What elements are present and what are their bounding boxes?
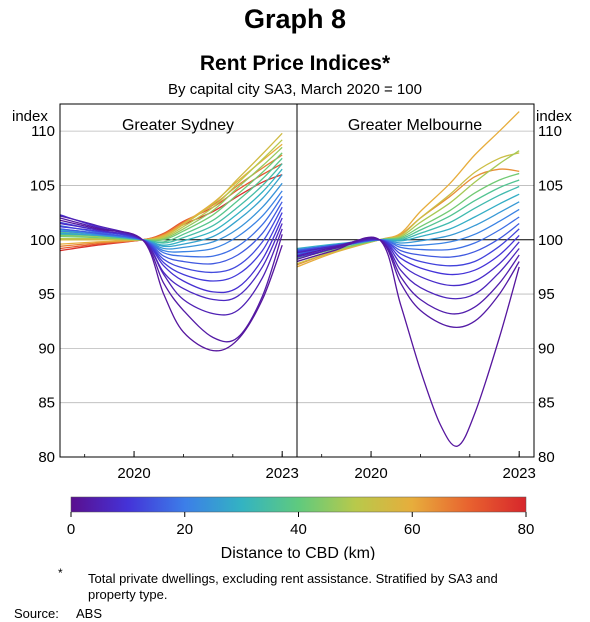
footnote-marker: *: [58, 566, 63, 580]
source-label: Source:: [14, 606, 59, 621]
y-tick-label-left: 80: [38, 449, 55, 466]
colorbar-tick-label: 0: [67, 521, 75, 538]
axis-labels: 80 80 85 85 90 90 95 95 100 100 105 105 110 110 2020 20…: [30, 123, 563, 482]
sydney-sa3-line-5km: [60, 215, 283, 316]
melbourne-sa3-line-48km: [297, 150, 520, 263]
left-unit-label: index: [12, 108, 48, 125]
y-tick-label-right: 100: [538, 232, 563, 249]
melbourne-sa3-line-37km: [297, 179, 520, 253]
chart-title: Rent Price Indices*: [199, 52, 391, 75]
sydney-series-group: [60, 132, 283, 352]
footnote: Total private dwellings, excluding rent …: [88, 571, 498, 602]
sydney-sa3-line-11km: [60, 212, 283, 282]
y-tick-label-left: 95: [38, 286, 55, 303]
sydney-sa3-line-50km: [60, 139, 283, 241]
colorbar-tick-label: 20: [176, 521, 193, 538]
sydney-sa3-line-21km: [60, 190, 283, 253]
colorbar: [70, 496, 527, 513]
source-value: ABS: [76, 606, 103, 621]
sydney-sa3-line-2km: [60, 219, 283, 352]
sydney-sa3-line-55km: [60, 132, 283, 241]
y-tick-label-left: 90: [38, 340, 55, 357]
colorbar-tick-label: 60: [404, 521, 421, 538]
sydney-sa3-line-7km: [60, 222, 283, 302]
melbourne-sa3-line-54km: [297, 152, 520, 265]
colorbar-tick-label: 40: [290, 521, 307, 538]
melbourne-sa3-line-4km: [297, 238, 520, 315]
melbourne-sa3-line-60km: [297, 111, 520, 268]
melbourne-series-group: [297, 111, 520, 447]
colorbar-label: Distance to CBD (km): [221, 545, 376, 560]
x-tick-label-sydney: 2020: [117, 465, 150, 482]
y-tick-label-right: 95: [538, 286, 555, 303]
y-tick-label-left: 105: [30, 177, 55, 194]
y-tick-label-right: 85: [538, 395, 555, 412]
melbourne-sa3-line-2km: [297, 236, 520, 447]
melbourne-sa3-line-3km: [297, 237, 520, 329]
y-tick-label-left: 85: [38, 395, 55, 412]
sydney-sa3-line-42km: [60, 152, 283, 242]
y-tick-label-right: 90: [538, 340, 555, 357]
y-tick-label-left: 110: [31, 123, 55, 140]
x-tick-label-melbourne: 2023: [503, 465, 536, 482]
panel-title-sydney: Greater Sydney: [122, 117, 234, 134]
melbourne-sa3-line-42km: [297, 172, 520, 259]
y-tick-label-right: 110: [538, 123, 562, 140]
colorbar-tick-label: 80: [518, 521, 535, 538]
y-tick-label-right: 105: [538, 177, 563, 194]
sydney-sa3-line-46km: [60, 146, 283, 241]
sydney-sa3-line-15km: [60, 201, 283, 265]
panel-title-melbourne: Greater Melbourne: [348, 117, 482, 134]
colorbar-ticks: 0 20 40 60 80: [67, 512, 535, 538]
y-tick-label-right: 80: [538, 449, 555, 466]
x-tick-label-melbourne: 2020: [354, 465, 387, 482]
x-tick-label-sydney: 2023: [266, 465, 299, 482]
right-unit-label: index: [536, 108, 572, 125]
graph-label: Graph 8: [243, 4, 347, 34]
plot-frame: [59, 103, 535, 458]
chart-subtitle: By capital city SA3, March 2020 = 100: [168, 81, 422, 98]
y-tick-label-left: 100: [30, 232, 55, 249]
sydney-sa3-line-27km: [60, 174, 283, 248]
